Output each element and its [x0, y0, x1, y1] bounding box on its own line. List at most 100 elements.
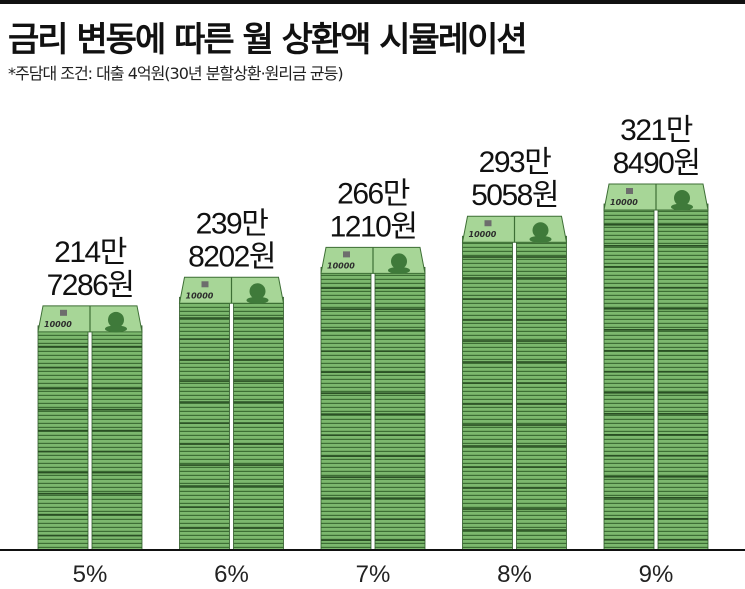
- bill-band: [92, 429, 142, 432]
- bill-band: [516, 424, 567, 426]
- bill-band: [658, 392, 708, 394]
- value-label-amount-man: 293만: [479, 146, 552, 179]
- bill-band: [233, 443, 284, 445]
- bill-band: [604, 245, 654, 247]
- bill-band: [233, 338, 284, 340]
- bill-band: [462, 256, 513, 258]
- bill-band: [462, 277, 513, 279]
- banknote-chip-icon: [484, 220, 492, 227]
- bill-band: [604, 539, 654, 541]
- bill-band: [462, 445, 513, 447]
- bill-band: [233, 401, 284, 403]
- bill-band: [92, 513, 142, 516]
- bill-band: [462, 466, 513, 468]
- bill-band: [375, 392, 425, 394]
- bill-stack-column: [657, 203, 709, 551]
- bill-band: [516, 298, 567, 300]
- bill-band: [516, 529, 567, 531]
- bill-band: [375, 539, 425, 541]
- top-banknote: 10000: [320, 246, 426, 274]
- bill-band: [321, 434, 371, 436]
- bill-band: [516, 382, 567, 384]
- bill-band: [658, 308, 708, 310]
- bill-band: [375, 455, 425, 457]
- bill-stack-column: [603, 203, 655, 551]
- bill-band: [462, 298, 513, 300]
- bill-band: [375, 329, 425, 331]
- value-label-amount-man: 239만: [196, 207, 269, 240]
- bill-band: [658, 329, 708, 331]
- bill-band: [658, 413, 708, 415]
- value-label-amount-man: 321만: [620, 114, 693, 147]
- banknote-chip-icon: [626, 188, 633, 194]
- bill-band: [38, 492, 88, 495]
- bill-band: [375, 371, 425, 373]
- bill-band: [38, 366, 88, 369]
- bill-band: [658, 350, 708, 352]
- top-banknote: 10000: [37, 305, 143, 333]
- bill-band: [38, 471, 88, 474]
- bill-band: [179, 380, 230, 382]
- bill-band: [92, 366, 142, 369]
- bill-band: [375, 350, 425, 352]
- bill-band: [179, 485, 230, 487]
- bill-band: [462, 508, 513, 510]
- bill-band: [179, 464, 230, 466]
- top-banknote: 10000: [178, 276, 285, 304]
- bill-band: [179, 338, 230, 340]
- value-label-amount-man: 266만: [337, 177, 410, 210]
- bill-band: [516, 277, 567, 279]
- bill-band: [38, 513, 88, 516]
- bill-band: [179, 443, 230, 445]
- banknote-chip-icon: [60, 309, 67, 316]
- x-tick-label: 7%: [356, 561, 391, 588]
- banknote-portrait-base: [105, 325, 127, 333]
- bar-5%: 10000: [37, 305, 143, 551]
- bill-band: [179, 506, 230, 508]
- bill-band: [658, 539, 708, 541]
- banknote-portrait-icon: [674, 190, 690, 206]
- bill-band: [92, 387, 142, 390]
- bill-band: [604, 434, 654, 436]
- bar-9%: 10000: [603, 183, 709, 551]
- bill-band: [38, 534, 88, 537]
- bill-stack-column: [320, 266, 372, 551]
- bill-band: [233, 380, 284, 382]
- bill-band: [516, 256, 567, 258]
- bill-band: [92, 471, 142, 474]
- banknote-denomination: 10000: [327, 261, 355, 270]
- bill-band: [516, 361, 567, 363]
- bill-band: [375, 413, 425, 415]
- banknote-portrait-icon: [108, 311, 124, 328]
- bill-band: [179, 317, 230, 319]
- bill-band: [604, 287, 654, 289]
- bill-band: [233, 317, 284, 319]
- value-label-amount-man: 214만: [54, 236, 127, 269]
- bill-band: [179, 527, 230, 529]
- bill-band: [604, 350, 654, 352]
- banknote-portrait-icon: [249, 283, 266, 300]
- bill-band: [604, 455, 654, 457]
- bill-band: [604, 497, 654, 499]
- bill-band: [321, 371, 371, 373]
- bill-band: [604, 266, 654, 268]
- bill-band: [375, 497, 425, 499]
- bill-band: [321, 413, 371, 415]
- value-label-amount-won: 5058원: [471, 179, 558, 212]
- bill-stack-column: [374, 266, 426, 551]
- value-label-amount-won: 8490원: [613, 147, 700, 180]
- bill-band: [604, 224, 654, 226]
- chart-title: 금리 변동에 따른 월 상환액 시뮬레이션: [8, 20, 528, 60]
- bill-band: [604, 308, 654, 310]
- bill-band: [321, 497, 371, 499]
- bill-band: [462, 319, 513, 321]
- bill-stack-column: [516, 235, 567, 551]
- banknote-portrait-base: [246, 296, 269, 304]
- banknote-portrait-base: [671, 203, 693, 211]
- bill-band: [604, 329, 654, 331]
- bill-band: [321, 455, 371, 457]
- bill-band: [658, 266, 708, 268]
- bill-band: [516, 508, 567, 510]
- top-rule: [0, 0, 745, 4]
- bill-stack-column: [462, 235, 513, 551]
